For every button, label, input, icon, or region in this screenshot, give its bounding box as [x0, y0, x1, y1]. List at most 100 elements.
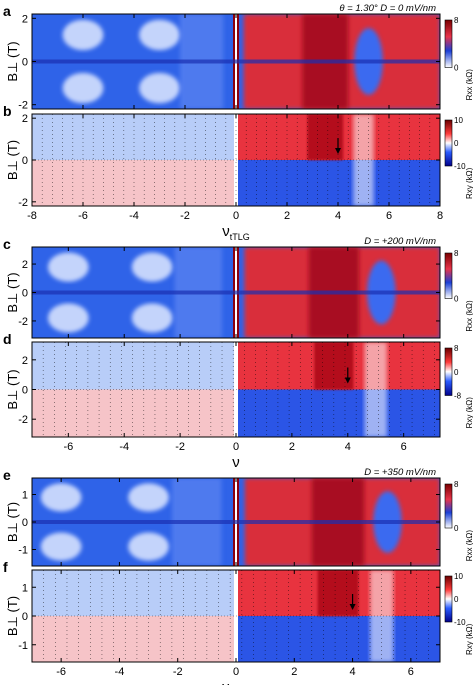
y-tick-label: -1	[18, 640, 28, 652]
x-tick-label: -2	[180, 210, 190, 222]
arrow-marker-head	[344, 377, 351, 384]
x-tick-label: 4	[345, 441, 351, 453]
y-axis-label: B⊥ (T)	[5, 369, 20, 409]
x-tick-label: -6	[56, 666, 66, 678]
heatmap-b	[32, 114, 440, 206]
x-tick-label: 6	[401, 441, 407, 453]
heatmap-lobe	[131, 303, 173, 333]
heatmap-lobe	[47, 252, 89, 282]
colorbar-tick-label: -10	[454, 618, 466, 627]
colorbar-label: Rxx (kΩ)	[465, 530, 473, 562]
heatmap-d	[32, 342, 440, 437]
heatmap-lobe	[131, 252, 173, 282]
heatmap-e	[32, 478, 440, 566]
heatmap-region-hole-lower	[32, 389, 236, 437]
heatmap-lobe	[62, 19, 104, 51]
y-axis-label: B⊥ (T)	[5, 140, 20, 180]
panel-letter: e	[3, 467, 11, 483]
heatmap-region-hole-upper	[32, 114, 236, 160]
y-tick-label: -2	[18, 197, 28, 209]
colorbar-tick-label: 0	[454, 368, 459, 377]
x-axis-label: νtTLG	[222, 679, 250, 685]
y-tick-label: 2	[22, 355, 28, 367]
colorbar-tick-label: 8	[454, 16, 459, 25]
colorbar-label: Rxy (kΩ)	[465, 623, 473, 655]
heatmap-region-hole-lower	[32, 616, 236, 662]
panel-letter: a	[3, 3, 11, 19]
y-axis-label: B⊥ (T)	[5, 41, 20, 81]
y-tick-label: -1	[18, 545, 28, 557]
panel-letter: f	[3, 559, 8, 575]
panel-annotation: D = +350 mV/nm	[364, 467, 436, 478]
heatmap-region	[317, 570, 359, 616]
y-tick-label: -2	[18, 316, 28, 328]
colorbar-tick-label: 10	[454, 116, 463, 125]
colorbar-tick-label: 0	[454, 524, 459, 533]
heatmap-lobe	[40, 532, 82, 561]
heatmap-lobe	[47, 303, 89, 333]
heatmap-lobe	[40, 483, 82, 512]
heatmap-a	[32, 14, 440, 109]
heatmap-lobe	[128, 532, 169, 561]
heatmap-region-hole-upper	[32, 342, 236, 390]
x-tick-label: -6	[78, 210, 88, 222]
y-tick-label: -2	[18, 100, 28, 112]
y-axis-label: B⊥ (T)	[5, 502, 20, 542]
y-tick-label: 2	[22, 259, 28, 271]
heatmap-region-electron-lower	[236, 389, 440, 437]
arrow-marker-head	[349, 604, 356, 610]
x-tick-label: 6	[386, 210, 392, 222]
y-tick-label: 0	[22, 517, 28, 529]
panel-annotation: D = +200 mV/nm	[364, 236, 436, 247]
x-tick-label: 2	[291, 666, 297, 678]
colorbar-label: Rxy (kΩ)	[465, 167, 473, 199]
x-tick-label: -6	[63, 441, 73, 453]
colorbar-tick-label: 0	[454, 64, 459, 73]
heatmap-lobe	[139, 72, 180, 104]
heatmap-region-hole-upper	[32, 570, 236, 616]
panel-a: -2 0 2 B⊥ (T) a θ = 1.30° D = 0 mV/nm 8 0 Rxx (k…	[3, 3, 473, 112]
colorbar-tick-label: 10	[454, 572, 463, 581]
colorbar-tick-label: -8	[454, 392, 462, 401]
x-tick-label: 2	[289, 441, 295, 453]
x-tick-label: -2	[173, 666, 183, 678]
y-tick-label: 1	[22, 582, 28, 594]
y-tick-label: 1	[22, 490, 28, 502]
colorbar-tick-label: 0	[454, 595, 459, 604]
colorbar-tick-label: 8	[454, 480, 459, 489]
heatmap-zero-field	[32, 59, 440, 64]
x-tick-label: 2	[284, 210, 290, 222]
panel-c: -2 0 2B⊥ (T) c D = +200 mV/nm 8 0 Rxx (kΩ)	[3, 236, 473, 339]
x-tick-label: -4	[119, 441, 129, 453]
colorbar	[444, 119, 453, 167]
y-axis-label: B⊥ (T)	[5, 596, 20, 636]
heatmap-region	[307, 114, 344, 160]
heatmap-zero-field	[32, 290, 440, 295]
arrow-marker-head	[335, 148, 341, 154]
colorbar	[444, 483, 453, 529]
y-tick-label: 2	[22, 13, 28, 25]
colorbar-tick-label: 0	[454, 295, 459, 304]
y-tick-label: -2	[18, 414, 28, 426]
y-tick-label: 0	[22, 385, 28, 397]
heatmap-region	[370, 570, 394, 662]
colorbar-tick-label: -10	[454, 162, 466, 171]
x-tick-label: -2	[175, 441, 185, 453]
x-tick-label: 4	[335, 210, 341, 222]
colorbar-tick-label: 8	[454, 344, 459, 353]
heatmap-lobe	[139, 19, 180, 51]
heatmap-region	[364, 342, 387, 437]
heatmap-zero-field	[32, 520, 440, 524]
heatmap-f	[32, 570, 440, 662]
y-tick-label: 0	[22, 288, 28, 300]
y-tick-label: 0	[22, 57, 28, 69]
y-tick-label: 2	[22, 113, 28, 125]
x-tick-label: 0	[233, 210, 239, 222]
y-tick-label: 0	[22, 155, 28, 167]
y-tick-label: 0	[22, 611, 28, 623]
colorbar	[444, 252, 453, 299]
x-axis-label: ν	[232, 454, 240, 471]
